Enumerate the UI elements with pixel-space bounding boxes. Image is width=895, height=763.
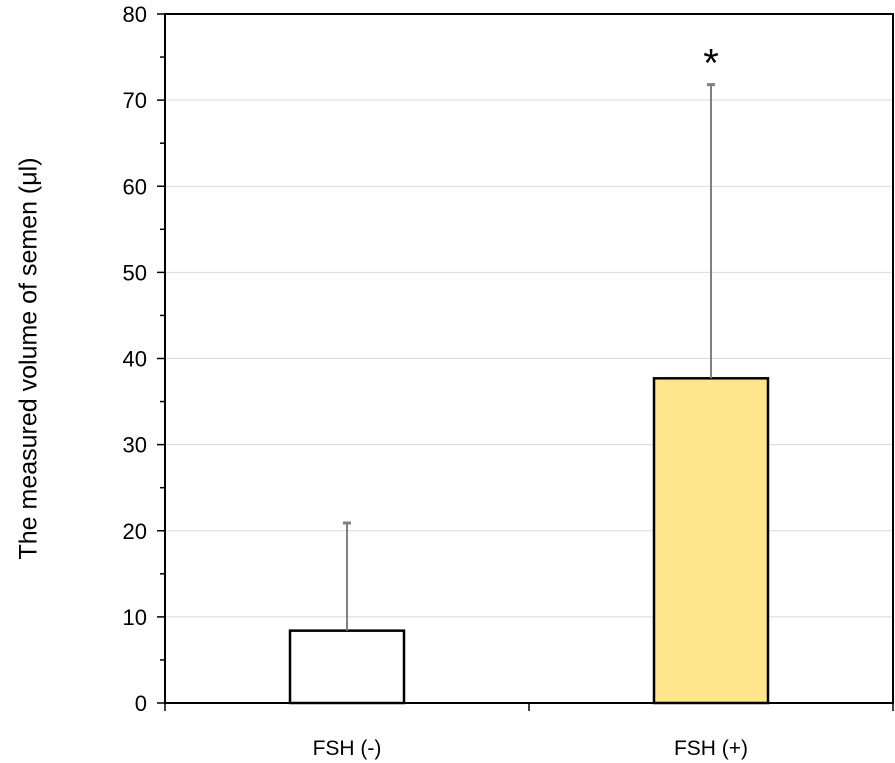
x-tick-label: FSH (+)	[674, 737, 748, 760]
y-tick-label: 50	[123, 260, 147, 285]
tick-labels: 0 10 20 30 40 50 60 70 80 FSH (-) FSH (+)	[123, 2, 749, 760]
y-tick-label: 60	[123, 174, 147, 199]
y-tick-label: 30	[123, 433, 147, 458]
bars	[288, 377, 770, 705]
error-bars	[343, 83, 715, 631]
y-tick-label: 80	[123, 2, 147, 27]
bar	[652, 377, 770, 705]
y-tick-label: 10	[123, 605, 147, 630]
annotations: *	[703, 42, 719, 86]
y-axis-ticks	[157, 13, 165, 704]
significance-annotation: *	[703, 42, 719, 86]
y-tick-label: 0	[135, 691, 147, 716]
x-axis-ticks	[164, 703, 894, 711]
gridlines	[165, 99, 893, 618]
y-tick-label: 40	[123, 347, 147, 372]
y-tick-label: 70	[123, 88, 147, 113]
y-axis-title: The measured volume of semen (μl)	[15, 157, 43, 559]
x-tick-label: FSH (-)	[313, 737, 382, 760]
bar	[288, 629, 406, 705]
y-tick-label: 20	[123, 519, 147, 544]
